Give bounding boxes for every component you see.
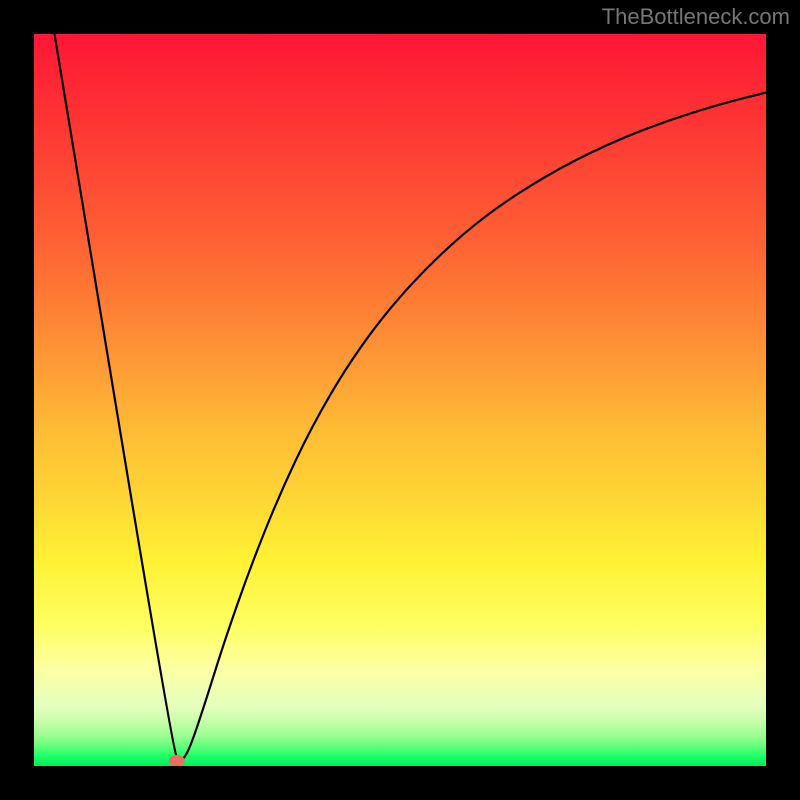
- attribution-text: TheBottleneck.com: [602, 4, 790, 30]
- gradient-background: [34, 34, 766, 766]
- bottleneck-chart: TheBottleneck.com: [0, 0, 800, 800]
- plot-area: [34, 34, 766, 766]
